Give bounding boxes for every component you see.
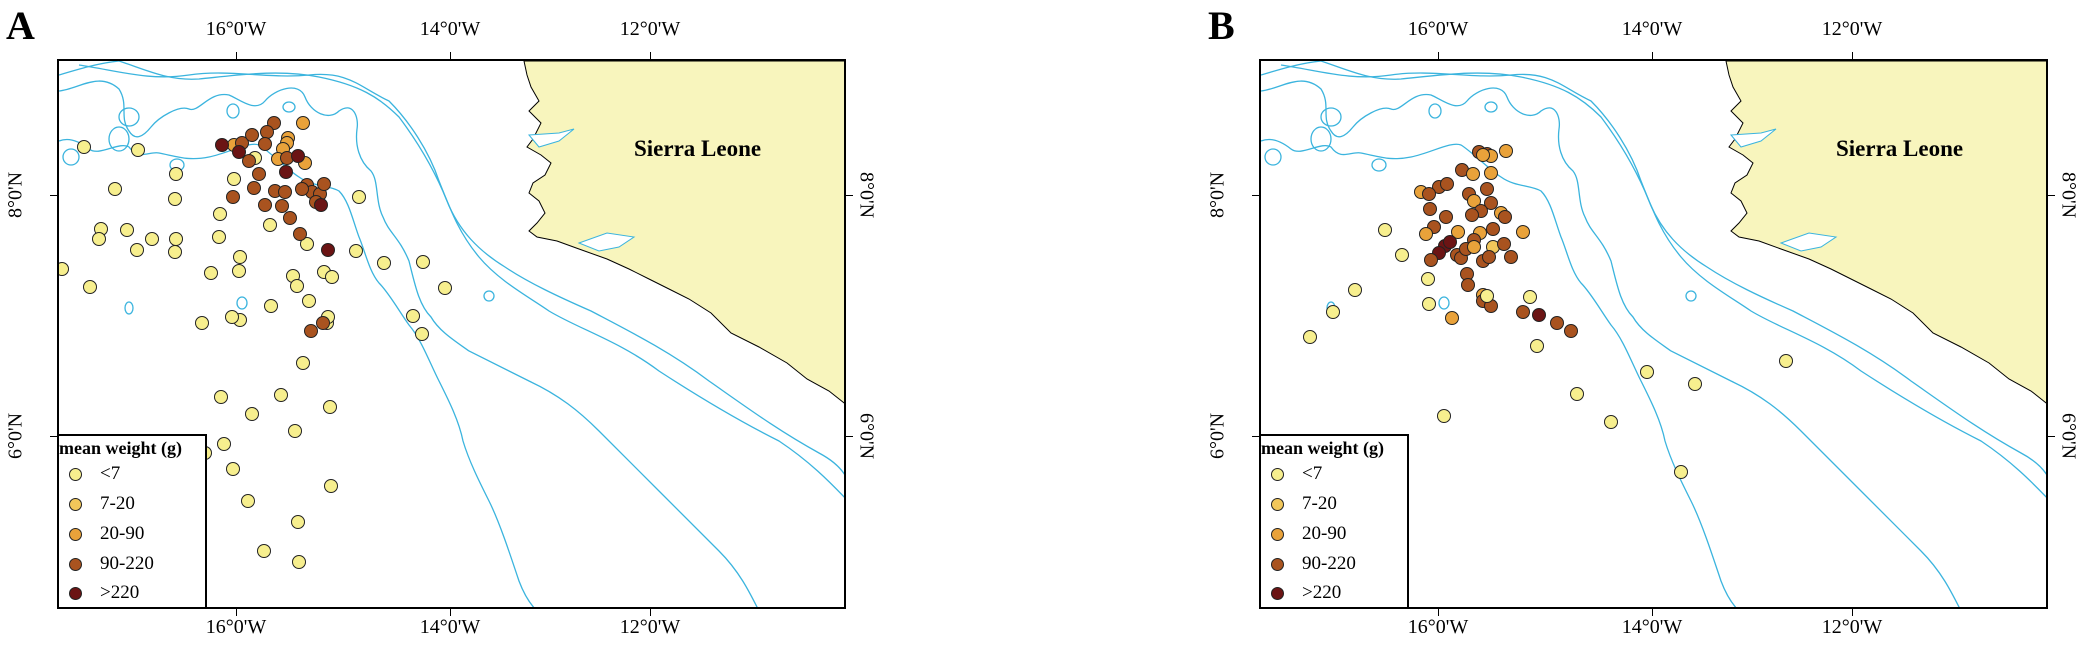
tick-mark (650, 609, 651, 616)
tick-mark (1252, 195, 1259, 196)
tick-mark (50, 195, 57, 196)
tick-mark (1252, 436, 1259, 437)
legend-item-20-90: 20-90 (69, 523, 144, 545)
tick-mark (846, 436, 853, 437)
legend-circle-icon (69, 467, 82, 481)
legend-circle-icon (1271, 586, 1284, 600)
legend-circle-icon (69, 557, 82, 571)
y-tick-right-8n: 8°0'N (2057, 171, 2080, 219)
tick-mark (450, 52, 451, 59)
y-tick-left-6n: 6°0'N (4, 412, 27, 460)
legend-title: mean weight (g) (59, 438, 182, 458)
legend-circle-icon (1271, 527, 1284, 541)
legend-item-gt220: >220 (69, 582, 139, 604)
legend-item-7-20: 7-20 (69, 493, 135, 515)
sample-points-a (59, 116, 452, 569)
y-tick-left-8n: 8°0'N (1206, 171, 1229, 219)
tick-mark (1438, 609, 1439, 616)
bathymetry-contours (59, 61, 844, 607)
land-sierra-leone (1725, 61, 2046, 404)
legend-title: mean weight (g) (1261, 438, 1384, 458)
legend-circle-icon (1271, 497, 1284, 511)
map-panel-b: B 16°0'W 14°0'W 12°0'W 16°0'W 14°0'W 12°… (1202, 0, 2085, 647)
panel-label-a: A (6, 3, 35, 48)
x-tick-top-12w: 12°0'W (1821, 18, 1883, 40)
x-tick-top-16w: 16°0'W (1407, 18, 1469, 40)
x-tick-top-12w: 12°0'W (619, 18, 681, 40)
legend-item-90-220: 90-220 (1271, 553, 1356, 575)
x-tick-bottom-16w: 16°0'W (205, 616, 267, 638)
y-tick-right-6n: 6°0'N (855, 412, 878, 460)
legend-circle-icon (1271, 467, 1284, 481)
legend-circle-icon (69, 527, 82, 541)
y-tick-right-8n: 8°0'N (855, 171, 878, 219)
tick-mark (2048, 436, 2055, 437)
y-tick-left-8n: 8°0'N (4, 171, 27, 219)
legend-item-lt7: <7 (69, 463, 120, 485)
y-tick-right-6n: 6°0'N (2057, 412, 2080, 460)
tick-mark (236, 609, 237, 616)
x-tick-bottom-14w: 14°0'W (1621, 616, 1683, 638)
tick-mark (846, 195, 853, 196)
legend-circle-icon (69, 586, 82, 600)
x-tick-bottom-12w: 12°0'W (1821, 616, 1883, 638)
tick-mark (1438, 52, 1439, 59)
country-label-sierra-leone: Sierra Leone (634, 136, 762, 161)
land-sierra-leone (523, 61, 844, 404)
legend-a: mean weight (g) <7 7-20 20-90 90-220 >22… (57, 434, 207, 609)
tick-mark (1652, 52, 1653, 59)
tick-mark (450, 609, 451, 616)
y-tick-left-6n: 6°0'N (1206, 412, 1229, 460)
bathymetry-contours (1261, 61, 2046, 607)
panel-label-b: B (1208, 3, 1235, 48)
legend-circle-icon (1271, 557, 1284, 571)
legend-item-90-220: 90-220 (69, 553, 154, 575)
legend-item-gt220: >220 (1271, 582, 1341, 604)
x-tick-bottom-14w: 14°0'W (419, 616, 481, 638)
x-tick-bottom-16w: 16°0'W (1407, 616, 1469, 638)
tick-mark (2048, 195, 2055, 196)
tick-mark (50, 436, 57, 437)
map-panel-a: A 16°0'W 14°0'W 12°0'W 16°0'W 14°0'W 12°… (0, 0, 1000, 647)
x-tick-top-16w: 16°0'W (205, 18, 267, 40)
legend-item-7-20: 7-20 (1271, 493, 1337, 515)
legend-b: mean weight (g) <7 7-20 20-90 90-220 >22… (1259, 434, 1409, 609)
legend-circle-icon (69, 497, 82, 511)
tick-mark (236, 52, 237, 59)
x-tick-top-14w: 14°0'W (1621, 18, 1683, 40)
tick-mark (1652, 609, 1653, 616)
tick-mark (650, 52, 651, 59)
map-canvas-b (1261, 61, 2046, 607)
country-label-sierra-leone: Sierra Leone (1836, 136, 1964, 161)
tick-mark (1852, 52, 1853, 59)
x-tick-bottom-12w: 12°0'W (619, 616, 681, 638)
tick-mark (1852, 609, 1853, 616)
sample-points-b (1303, 144, 1793, 479)
x-tick-top-14w: 14°0'W (419, 18, 481, 40)
legend-item-20-90: 20-90 (1271, 523, 1346, 545)
legend-item-lt7: <7 (1271, 463, 1322, 485)
map-canvas-a (59, 61, 844, 607)
